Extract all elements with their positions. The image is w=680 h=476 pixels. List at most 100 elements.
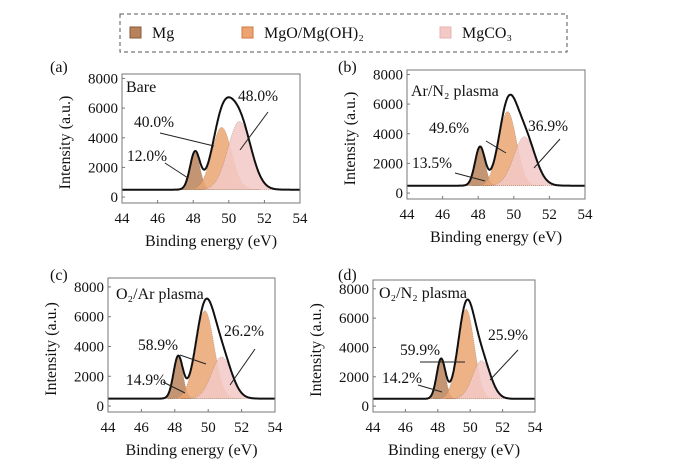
component-peak-mgco3 (445, 360, 517, 399)
envelope-line (122, 96, 300, 191)
x-tick-label: 54 (578, 207, 594, 223)
x-tick-label: 44 (101, 420, 117, 436)
leader-line (164, 162, 189, 179)
percent-label-mgco3: 36.9% (528, 118, 568, 135)
percent-label-mg: 12.0% (127, 148, 167, 165)
legend: Mg MgO/Mg(OH)₂ MgCO₃ (119, 13, 568, 53)
y-tick-label: 0 (396, 186, 404, 202)
legend-swatch-mgco3 (439, 26, 452, 39)
x-tick-label: 46 (134, 420, 150, 436)
percent-label-mgco3: 26.2% (224, 323, 264, 340)
x-tick-label: 48 (186, 211, 201, 227)
percent-label-mg: 14.2% (382, 370, 422, 387)
x-tick-label: 50 (201, 420, 216, 436)
component-peak-mgo (433, 309, 499, 399)
y-tick-label: 6000 (373, 97, 403, 113)
x-tick-label: 50 (506, 207, 521, 223)
y-tick-label: 2000 (88, 160, 118, 176)
x-tick-label: 48 (167, 420, 182, 436)
leader-line (485, 140, 507, 154)
panel-label: (b) (338, 59, 357, 76)
percent-label-mg: 14.9% (126, 372, 166, 389)
plot-frame (121, 73, 301, 204)
leader-line (454, 172, 486, 182)
leader-line (229, 348, 256, 386)
y-tick-label: 6000 (88, 101, 118, 117)
x-tick-label: 46 (150, 211, 166, 227)
plot-frame (406, 69, 586, 200)
percent-label-mg: 13.5% (412, 155, 452, 172)
y-tick-label: 4000 (74, 339, 104, 355)
x-tick-label: 44 (366, 420, 382, 436)
y-tick-label: 0 (362, 399, 370, 415)
legend-label-mgco3: MgCO₃ (462, 25, 512, 42)
leader-line (533, 138, 561, 169)
legend-swatch-mgo (241, 26, 254, 39)
y-tick-label: 8000 (74, 280, 104, 296)
x-tick-label: 50 (463, 420, 478, 436)
legend-label-mgo: MgO/Mg(OH)₂ (264, 25, 364, 42)
y-tick-label: 2000 (373, 156, 403, 172)
x-tick-label: 52 (542, 207, 557, 223)
panel-label: (c) (50, 267, 68, 284)
y-tick-label: 2000 (339, 370, 369, 386)
envelope-line (108, 297, 275, 400)
plot-frame (372, 279, 536, 413)
percent-label-mgo: 49.6% (429, 120, 469, 137)
y-tick-label: 4000 (339, 340, 369, 356)
percent-label-mgco3: 25.9% (488, 327, 528, 344)
y-axis-title: Intensity (a.u.) (308, 303, 325, 397)
x-tick-label: 54 (293, 211, 309, 227)
x-axis-title: Binding energy (eV) (388, 442, 520, 459)
component-peak-mgo (471, 111, 544, 186)
leader-line (489, 349, 519, 381)
leader-line (417, 384, 443, 393)
leader-line (162, 381, 186, 394)
x-axis-title: Binding energy (eV) (125, 442, 257, 459)
plot-frame (107, 277, 276, 413)
y-tick-label: 8000 (339, 282, 369, 298)
percent-label-mgco3: 48.0% (238, 88, 278, 105)
panel-title: Bare (126, 79, 156, 96)
x-tick-label: 48 (471, 207, 486, 223)
legend-label-mg: Mg (152, 25, 174, 42)
x-tick-label: 44 (115, 211, 131, 227)
panel-label: (a) (50, 59, 68, 76)
x-tick-label: 46 (435, 207, 451, 223)
leader-line (179, 354, 207, 365)
panel-label: (d) (338, 267, 357, 284)
y-axis-title: Intensity (a.u.) (43, 302, 60, 396)
x-tick-label: 54 (268, 420, 284, 436)
panel-b: 44 46 48 50 52 54 0 2000 4000 6000 8000 Binding ene… (338, 59, 593, 246)
percent-label-mgo: 58.9% (138, 337, 178, 354)
y-tick-label: 8000 (88, 71, 118, 87)
legend-frame (119, 13, 568, 53)
panel-a: 44 46 48 50 52 54 0 2000 4000 6000 8000 Binding ene… (50, 59, 308, 250)
x-tick-label: 44 (400, 207, 416, 223)
x-tick-label: 52 (257, 211, 272, 227)
y-tick-label: 0 (111, 190, 119, 206)
envelope-line (373, 298, 535, 400)
y-axis-title: Intensity (a.u.) (57, 96, 74, 190)
x-tick-label: 52 (234, 420, 249, 436)
x-tick-label: 50 (221, 211, 236, 227)
component-peak-mgo (168, 310, 242, 399)
envelope-line (407, 93, 585, 187)
legend-swatch-mg (129, 26, 142, 39)
leader-line (239, 111, 269, 151)
x-axis-title: Binding energy (eV) (430, 229, 562, 246)
y-tick-label: 6000 (74, 310, 104, 326)
panel-c: 44 46 48 50 52 54 0 2000 4000 6000 8000 Binding ene… (43, 267, 283, 459)
panel-title: Ar/N₂ plasma (411, 83, 499, 100)
panel-title: O₂/N₂ plasma (379, 285, 467, 302)
y-tick-label: 4000 (373, 127, 403, 143)
x-axis-title: Binding energy (eV) (145, 233, 277, 250)
y-tick-label: 2000 (74, 369, 104, 385)
y-tick-label: 4000 (88, 131, 118, 147)
leader-line (159, 132, 215, 147)
y-tick-label: 0 (97, 399, 105, 415)
x-tick-label: 52 (495, 420, 510, 436)
x-tick-label: 54 (528, 420, 544, 436)
panel-title: O₂/Ar plasma (116, 286, 204, 303)
